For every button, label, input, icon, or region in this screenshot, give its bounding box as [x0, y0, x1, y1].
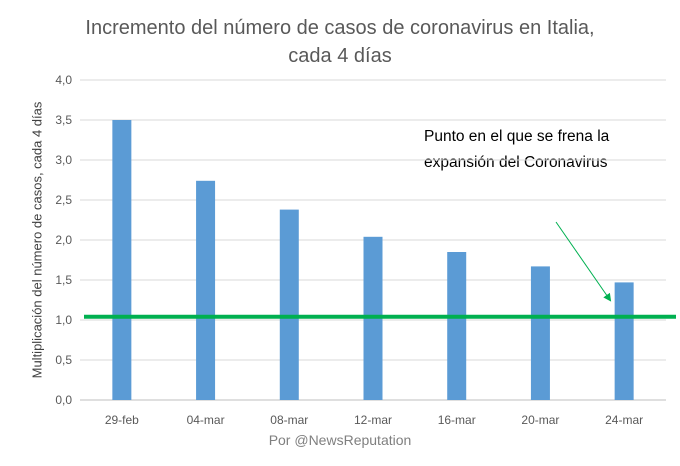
- x-axis-label: Por @NewsReputation: [268, 432, 412, 448]
- y-tick-label: 3,5: [55, 113, 72, 127]
- x-tick-label: 12-mar: [354, 413, 392, 427]
- bar-08-mar: [279, 209, 299, 400]
- bar-24-mar: [614, 282, 634, 400]
- x-tick-label: 20-mar: [521, 413, 559, 427]
- annotation-text: Punto en el que se frena la expansión de…: [424, 124, 609, 176]
- y-tick-label: 3,0: [55, 153, 72, 167]
- y-tick-label: 0,0: [55, 393, 72, 407]
- y-tick-label: 1,0: [55, 313, 72, 327]
- annotation-arrow: [555, 221, 612, 302]
- y-tick-label: 1,5: [55, 273, 72, 287]
- bar-16-mar: [447, 252, 467, 400]
- bar-20-mar: [530, 266, 550, 400]
- chart-title-line-1: Incremento del número de casos de corona…: [85, 17, 595, 39]
- annotation-line-2: expansión del Coronavirus: [424, 154, 608, 171]
- y-tick-label: 4,0: [55, 73, 72, 87]
- bar-29-feb: [112, 120, 132, 400]
- y-tick-label: 0,5: [55, 353, 72, 367]
- y-tick-labels: 0,0 0,5 1,0 1,5 2,0 2,5 3,0 3,5 4,0: [55, 73, 72, 407]
- annotation-line-1: Punto en el que se frena la: [424, 128, 610, 145]
- x-tick-label: 16-mar: [438, 413, 476, 427]
- x-tick-label: 29-feb: [105, 413, 139, 427]
- x-tick-label: 04-mar: [187, 413, 225, 427]
- y-tick-label: 2,0: [55, 233, 72, 247]
- annotation-arrow-group: [555, 221, 612, 302]
- x-tick-labels: 29-feb 04-mar 08-mar 12-mar 16-mar 20-mar 24-m…: [105, 413, 643, 427]
- x-tick-label: 08-mar: [270, 413, 308, 427]
- chart-title-line-2: cada 4 días: [288, 45, 392, 67]
- y-tick-label: 2,5: [55, 193, 72, 207]
- chart-title: Incremento del número de casos de corona…: [0, 14, 680, 70]
- bars: [112, 120, 634, 400]
- x-tick-label: 24-mar: [605, 413, 643, 427]
- bar-04-mar: [196, 180, 216, 400]
